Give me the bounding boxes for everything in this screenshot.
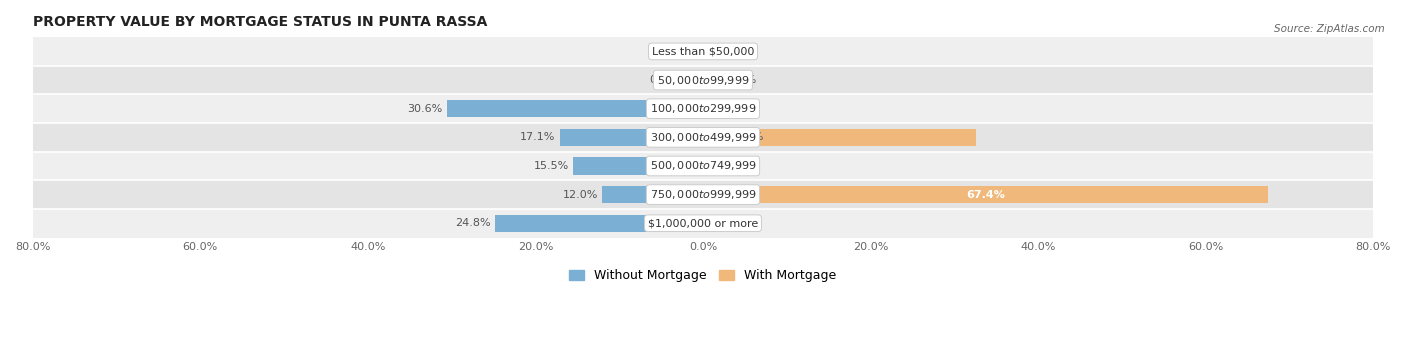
- Text: PROPERTY VALUE BY MORTGAGE STATUS IN PUNTA RASSA: PROPERTY VALUE BY MORTGAGE STATUS IN PUN…: [32, 15, 486, 29]
- Bar: [447, 100, 703, 117]
- Text: Less than $50,000: Less than $50,000: [652, 47, 754, 56]
- Text: 24.8%: 24.8%: [456, 218, 491, 228]
- Text: 0.0%: 0.0%: [650, 75, 678, 85]
- Text: $300,000 to $499,999: $300,000 to $499,999: [650, 131, 756, 144]
- Text: $1,000,000 or more: $1,000,000 or more: [648, 218, 758, 228]
- Bar: [560, 129, 703, 146]
- Bar: [32, 209, 1374, 238]
- Text: 0.0%: 0.0%: [728, 104, 756, 114]
- Bar: [32, 152, 1374, 180]
- Bar: [682, 43, 703, 60]
- Bar: [32, 66, 1374, 95]
- Text: 0.0%: 0.0%: [728, 47, 756, 56]
- Bar: [574, 157, 703, 174]
- Bar: [32, 37, 1374, 66]
- Bar: [703, 71, 724, 89]
- Bar: [703, 43, 724, 60]
- Text: 15.5%: 15.5%: [534, 161, 569, 171]
- Text: 0.0%: 0.0%: [728, 161, 756, 171]
- Bar: [602, 186, 703, 203]
- Bar: [32, 123, 1374, 152]
- Text: Source: ZipAtlas.com: Source: ZipAtlas.com: [1274, 24, 1385, 34]
- Text: $750,000 to $999,999: $750,000 to $999,999: [650, 188, 756, 201]
- Text: 0.0%: 0.0%: [650, 47, 678, 56]
- Text: $500,000 to $749,999: $500,000 to $749,999: [650, 159, 756, 172]
- Bar: [703, 157, 724, 174]
- Text: 17.1%: 17.1%: [520, 132, 555, 142]
- Bar: [703, 129, 976, 146]
- Bar: [495, 215, 703, 232]
- Text: 67.4%: 67.4%: [966, 190, 1005, 200]
- Bar: [703, 186, 1268, 203]
- Bar: [32, 95, 1374, 123]
- Legend: Without Mortgage, With Mortgage: Without Mortgage, With Mortgage: [564, 265, 842, 287]
- Text: 30.6%: 30.6%: [408, 104, 443, 114]
- Text: 0.0%: 0.0%: [728, 75, 756, 85]
- Text: 0.0%: 0.0%: [728, 218, 756, 228]
- Bar: [32, 180, 1374, 209]
- Text: $100,000 to $299,999: $100,000 to $299,999: [650, 102, 756, 115]
- Text: 32.6%: 32.6%: [728, 132, 763, 142]
- Bar: [703, 100, 724, 117]
- Bar: [682, 71, 703, 89]
- Bar: [703, 215, 724, 232]
- Text: $50,000 to $99,999: $50,000 to $99,999: [657, 73, 749, 87]
- Text: 12.0%: 12.0%: [562, 190, 599, 200]
